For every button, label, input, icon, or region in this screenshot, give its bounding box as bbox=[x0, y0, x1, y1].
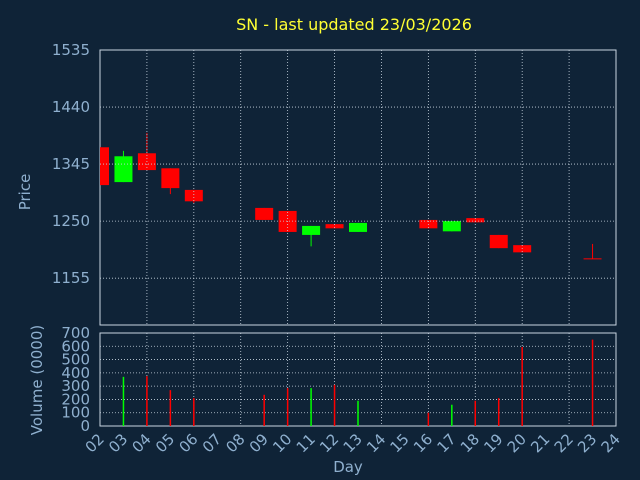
y-tick-label: 1155 bbox=[52, 269, 90, 287]
x-axis-label: Day bbox=[333, 458, 363, 476]
candle-body bbox=[114, 156, 133, 183]
y-tick-label: 200 bbox=[61, 390, 90, 408]
chart-title: SN - last updated 23/03/2026 bbox=[236, 15, 472, 34]
y-tick-label: 0 bbox=[80, 417, 90, 435]
x-tick-label: 05 bbox=[152, 430, 178, 456]
volume-bar bbox=[357, 400, 359, 426]
volume-bar bbox=[591, 339, 594, 426]
candle-body bbox=[442, 221, 461, 232]
volume-bar bbox=[193, 398, 195, 426]
x-tick-label: 08 bbox=[222, 430, 248, 456]
x-tick-label: 24 bbox=[598, 430, 624, 456]
volume-bar bbox=[286, 388, 289, 426]
x-tick-label: 06 bbox=[175, 430, 201, 456]
x-tick-label: 11 bbox=[293, 430, 319, 456]
x-tick-label: 21 bbox=[527, 430, 553, 456]
volume-bar bbox=[497, 398, 500, 426]
x-tick-label: 17 bbox=[433, 430, 459, 456]
x-tick-label: 18 bbox=[457, 430, 483, 456]
y-tick-label: 300 bbox=[61, 377, 90, 395]
y-tick-label: 1535 bbox=[52, 41, 90, 59]
candle-body bbox=[325, 224, 344, 229]
y-tick-label: 500 bbox=[61, 351, 90, 369]
volume-bar bbox=[333, 384, 336, 426]
price-plot bbox=[100, 132, 602, 260]
x-tick-label: 13 bbox=[340, 430, 366, 456]
candle-body bbox=[100, 147, 109, 186]
x-tick-label: 09 bbox=[246, 430, 272, 456]
volume-bar bbox=[474, 400, 477, 426]
x-tick-label: 07 bbox=[199, 430, 225, 456]
candle-body bbox=[184, 189, 203, 202]
volume-bar bbox=[451, 404, 453, 426]
x-tick-label: 22 bbox=[551, 430, 577, 456]
candle-body bbox=[349, 222, 367, 232]
volume-bar bbox=[310, 388, 312, 426]
candle-body bbox=[466, 218, 485, 223]
x-tick-label: 19 bbox=[480, 430, 506, 456]
x-tick-label: 12 bbox=[316, 430, 342, 456]
volume-bar bbox=[169, 390, 172, 426]
x-tick-label: 16 bbox=[410, 430, 436, 456]
y-axis-label: Price bbox=[16, 174, 34, 211]
volume-bar bbox=[146, 376, 148, 426]
y-tick-label: 1440 bbox=[52, 98, 90, 116]
x-tick-label: 04 bbox=[129, 430, 155, 456]
y-tick-label: 700 bbox=[61, 324, 90, 342]
x-tick-label: 23 bbox=[574, 430, 600, 456]
x-tick-label: 20 bbox=[504, 430, 530, 456]
volume-bar bbox=[122, 376, 125, 426]
candle-body bbox=[255, 207, 274, 220]
y-tick-label: 1250 bbox=[52, 212, 90, 230]
x-tick-label: 14 bbox=[363, 430, 389, 456]
x-tick-label: 10 bbox=[269, 430, 295, 456]
y-axis-label: Volume (0000) bbox=[28, 325, 46, 435]
candle-body bbox=[583, 258, 602, 260]
y-tick-label: 600 bbox=[61, 337, 90, 355]
candle-body bbox=[161, 168, 180, 189]
volume-bar bbox=[427, 412, 430, 426]
x-tick-label: 15 bbox=[387, 430, 413, 456]
candle-body bbox=[302, 225, 321, 235]
y-tick-label: 100 bbox=[61, 404, 90, 422]
volume-bar bbox=[521, 346, 523, 426]
candle-body bbox=[489, 234, 508, 249]
y-tick-label: 400 bbox=[61, 364, 90, 382]
volume-bar bbox=[263, 394, 265, 426]
y-tick-label: 1345 bbox=[52, 155, 90, 173]
x-tick-label: 03 bbox=[105, 430, 131, 456]
